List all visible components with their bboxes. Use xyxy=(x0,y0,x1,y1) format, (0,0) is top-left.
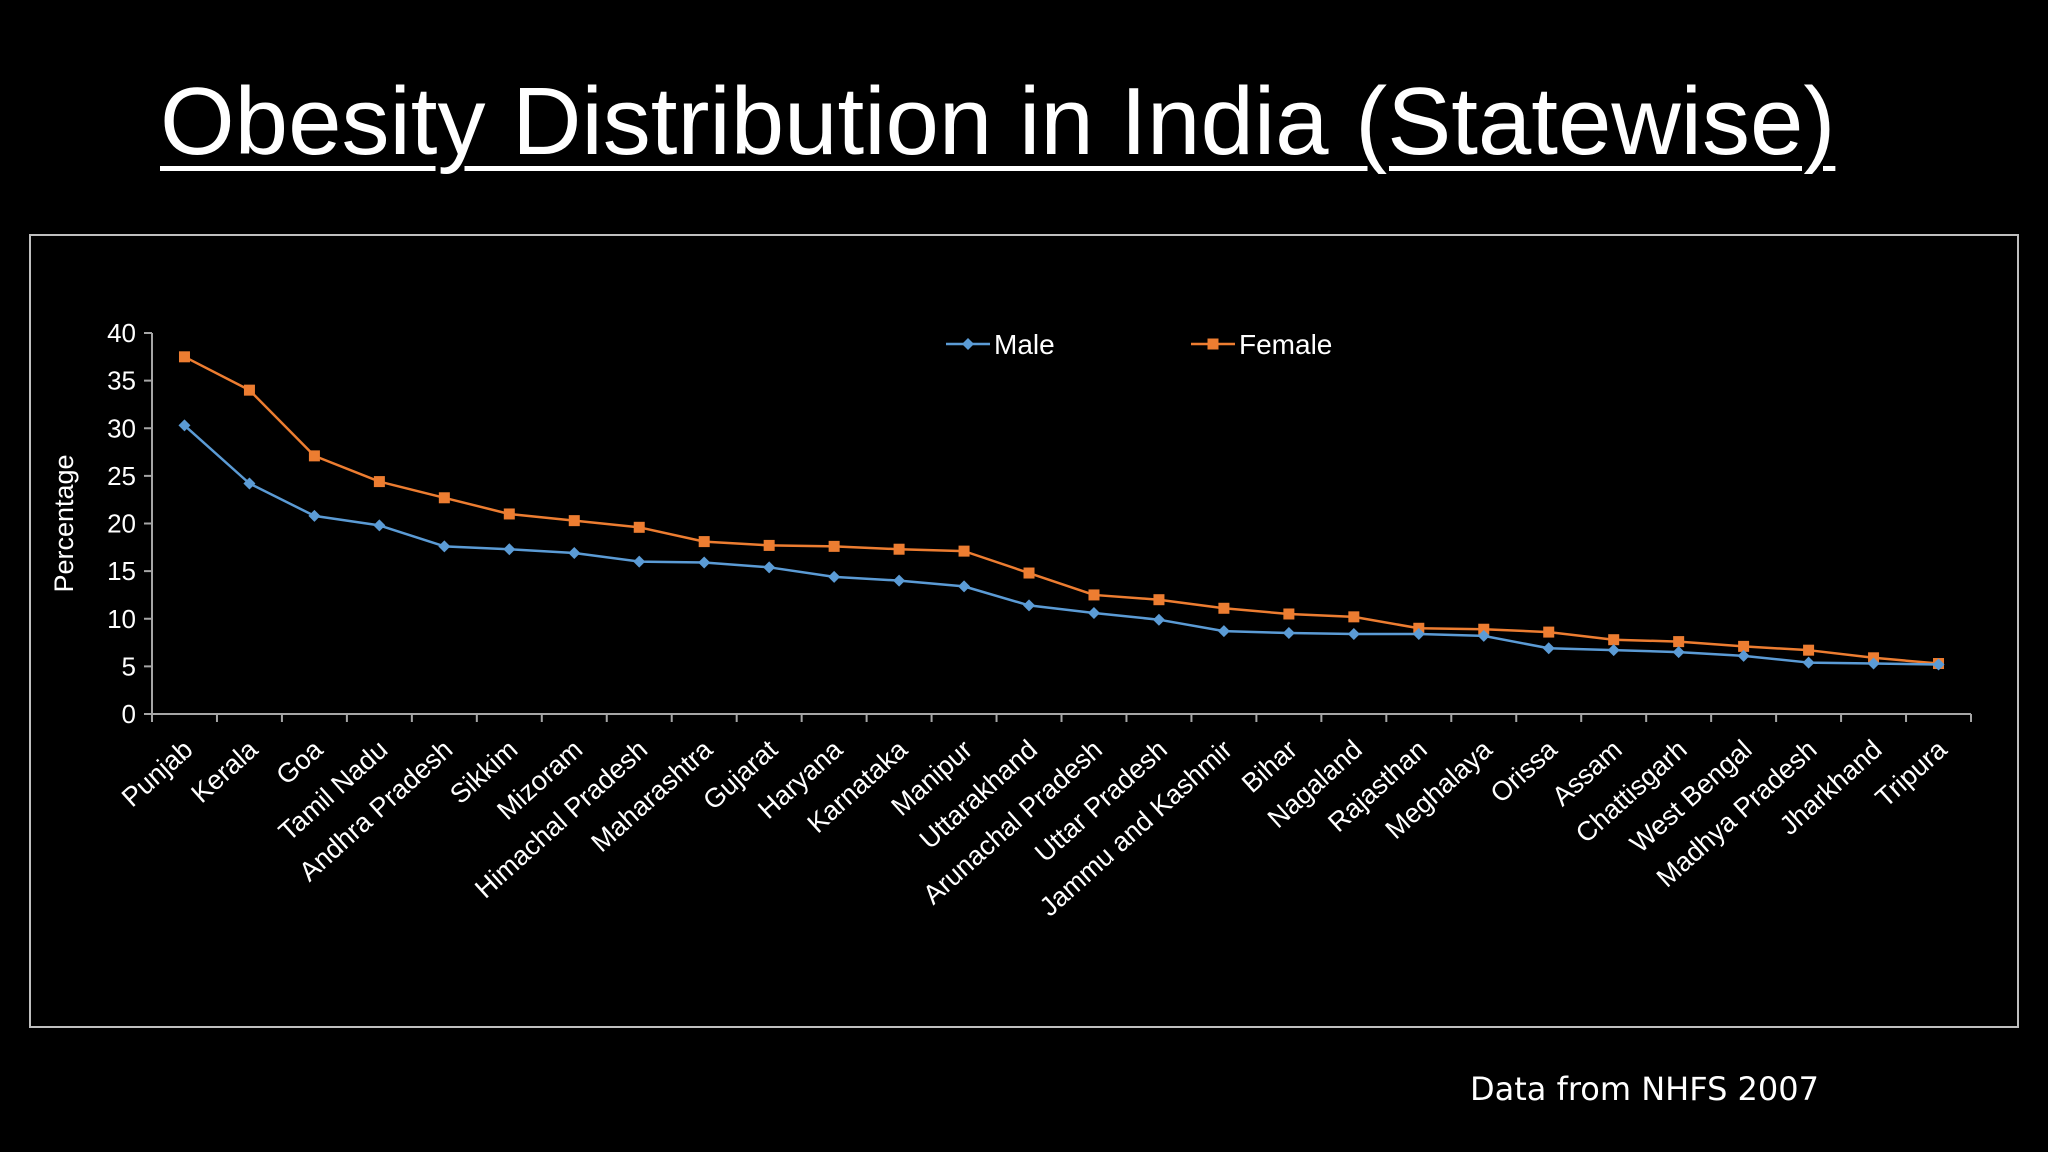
data-point-marker xyxy=(438,540,451,553)
data-point-marker xyxy=(828,570,841,583)
data-point-marker xyxy=(1282,627,1295,640)
y-tick-label: 15 xyxy=(107,556,136,586)
data-point-marker xyxy=(1542,642,1555,655)
legend-item-male: Male xyxy=(946,329,1055,360)
y-tick-label: 0 xyxy=(122,699,136,729)
data-point-marker xyxy=(1153,594,1165,606)
series-female xyxy=(178,351,1945,670)
data-point-marker xyxy=(1803,644,1815,656)
data-point-marker xyxy=(373,476,385,488)
x-tick-label: Tripura xyxy=(1870,734,1954,814)
x-tick-label: Kerala xyxy=(185,734,264,809)
data-point-marker xyxy=(958,545,970,557)
data-point-marker xyxy=(1477,629,1490,642)
data-point-marker xyxy=(1412,627,1425,640)
y-tick-label: 40 xyxy=(107,318,136,348)
data-point-marker xyxy=(1023,599,1036,612)
data-point-marker xyxy=(893,543,905,555)
data-point-marker xyxy=(633,521,645,533)
data-point-marker xyxy=(178,419,191,432)
data-point-marker xyxy=(308,450,320,462)
data-point-marker xyxy=(1478,623,1490,635)
data-point-marker xyxy=(1543,626,1555,638)
y-tick-label: 25 xyxy=(107,461,136,491)
y-tick-label: 30 xyxy=(107,413,136,443)
data-point-marker xyxy=(763,561,776,574)
data-point-marker xyxy=(1347,627,1360,640)
data-point-marker xyxy=(1608,634,1620,646)
source-note: Data from NHFS 2007 xyxy=(1470,1070,1819,1108)
data-point-marker xyxy=(698,556,711,569)
x-tick-label: Punjab xyxy=(116,734,199,813)
y-tick-label: 35 xyxy=(107,366,136,396)
legend-marker xyxy=(962,338,974,350)
data-point-marker xyxy=(1218,602,1230,614)
data-point-marker xyxy=(1607,644,1620,657)
data-point-marker xyxy=(1738,640,1750,652)
series-line-male xyxy=(183,424,1939,666)
y-tick-label: 20 xyxy=(107,509,136,539)
data-point-marker xyxy=(828,540,840,552)
data-point-marker xyxy=(243,384,255,396)
data-point-marker xyxy=(1217,625,1230,638)
data-point-marker xyxy=(243,477,256,490)
slide-title: Obesity Distribution in India (Statewise… xyxy=(160,68,1836,175)
y-tick-label: 5 xyxy=(122,651,136,681)
data-point-marker xyxy=(1348,611,1360,623)
data-point-marker xyxy=(568,547,581,560)
legend-marker xyxy=(1207,338,1219,350)
legend-label: Female xyxy=(1239,329,1332,360)
data-point-marker xyxy=(308,509,321,522)
y-tick-label: 10 xyxy=(107,604,136,634)
y-axis-title: Percentage xyxy=(49,454,79,592)
data-point-marker xyxy=(1867,657,1880,670)
legend-label: Male xyxy=(994,329,1055,360)
data-point-marker xyxy=(1023,567,1035,579)
data-point-marker xyxy=(503,508,515,520)
chart-area: 0 5 10 15 20 25 30 35 40 Percentage Punjab Kerala G… xyxy=(29,234,2019,1028)
data-point-marker xyxy=(373,519,386,532)
data-point-marker xyxy=(1802,656,1815,669)
data-point-marker xyxy=(763,539,775,551)
data-point-marker xyxy=(1932,658,1945,671)
series-line-female xyxy=(183,355,1939,665)
data-point-marker xyxy=(1087,607,1100,620)
data-point-marker xyxy=(178,351,190,363)
data-point-marker xyxy=(698,536,710,548)
data-point-marker xyxy=(958,580,971,593)
data-point-marker xyxy=(568,515,580,527)
data-point-marker xyxy=(1673,636,1685,648)
data-point-marker xyxy=(1672,646,1685,659)
series-layer xyxy=(178,351,1945,671)
x-tick-label: Orissa xyxy=(1485,734,1564,809)
data-point-marker xyxy=(633,555,646,568)
data-point-marker xyxy=(1283,608,1295,620)
data-point-marker xyxy=(1088,589,1100,601)
data-point-marker xyxy=(503,543,516,556)
series-male xyxy=(178,419,1945,671)
data-point-marker xyxy=(438,492,450,504)
y-axis: 0 5 10 15 20 25 30 35 40 Percentage xyxy=(49,318,153,729)
data-point-marker xyxy=(1152,613,1165,626)
legend: Male Female xyxy=(946,329,1332,360)
data-point-marker xyxy=(893,574,906,587)
legend-item-female: Female xyxy=(1191,329,1332,360)
data-point-marker xyxy=(1737,649,1750,662)
